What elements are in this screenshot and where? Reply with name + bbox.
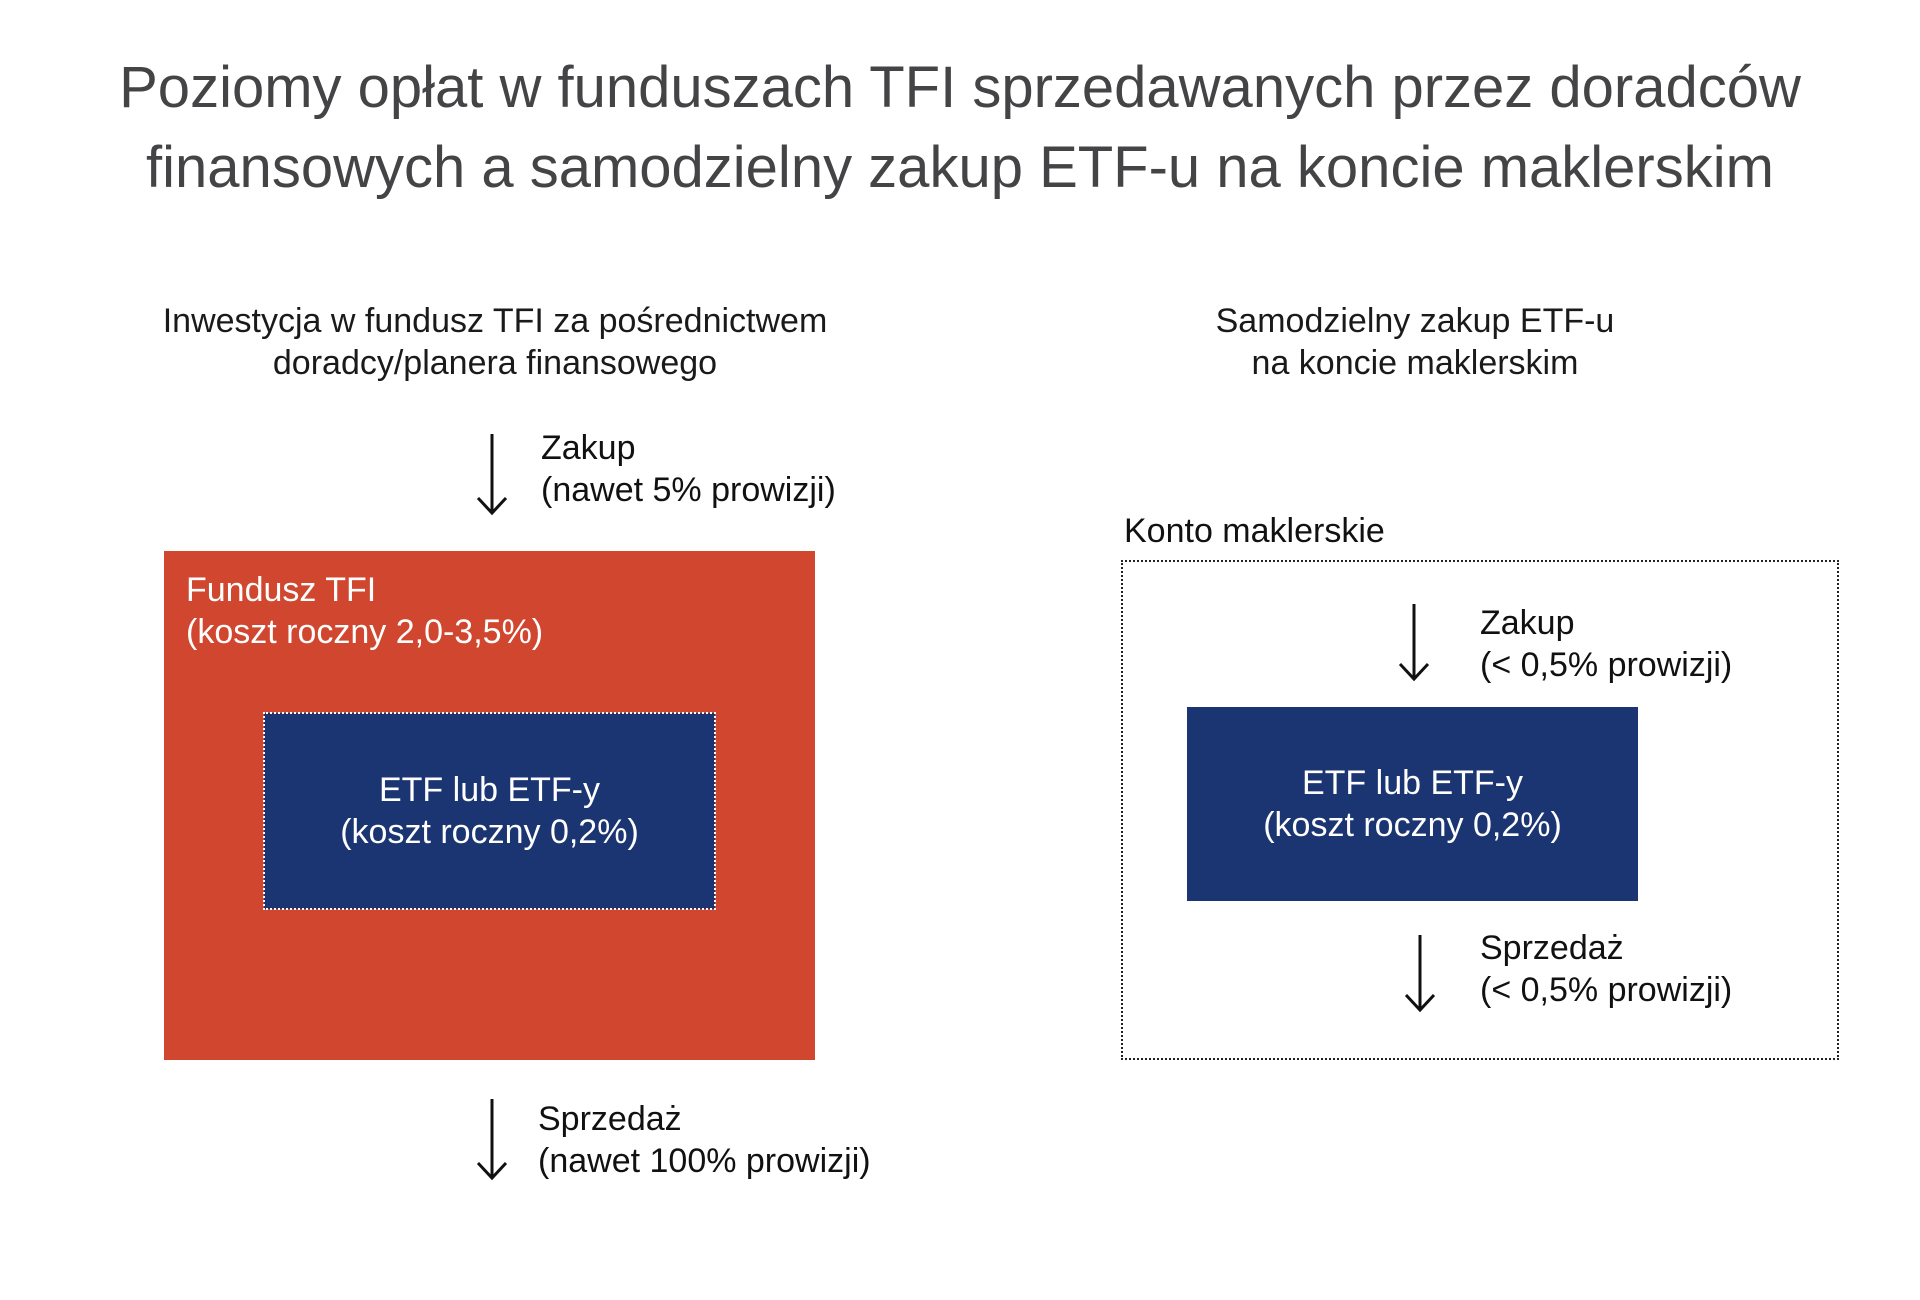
- left-buy-title: Zakup: [541, 429, 636, 467]
- left-buy-fee: (nawet 5% prowizji): [541, 471, 836, 509]
- left-column-heading: Inwestycja w fundusz TFI za pośrednictwe…: [100, 300, 890, 384]
- right-etf-title: ETF lub ETF-y: [1301, 764, 1524, 802]
- right-etf-cost: (koszt roczny 0,2%): [1263, 806, 1562, 844]
- right-buy-label: Zakup (< 0,5% prowizji): [1480, 602, 1732, 686]
- right-buy-fee: (< 0,5% prowizji): [1480, 646, 1733, 684]
- right-sell-title: Sprzedaż: [1480, 929, 1624, 967]
- left-heading-line-2: doradcy/planera finansowego: [272, 344, 718, 382]
- left-etf-title: ETF lub ETF-y: [378, 771, 601, 809]
- right-heading-line-2: na koncie maklerskim: [1251, 344, 1579, 382]
- page-title-line-1: Poziomy opłat w funduszach TFI sprzedawa…: [119, 55, 1801, 120]
- right-sell-arrow-down-icon: [1400, 933, 1440, 1013]
- left-sell-fee: (nawet 100% prowizji): [538, 1142, 871, 1180]
- left-sell-label: Sprzedaż (nawet 100% prowizji): [538, 1098, 871, 1182]
- brokerage-account-label: Konto maklerskie: [1124, 512, 1385, 550]
- left-sell-arrow-down-icon: [472, 1097, 512, 1181]
- page-title-line-2: finansowych a samodzielny zakup ETF-u na…: [146, 135, 1774, 200]
- right-buy-title: Zakup: [1480, 604, 1575, 642]
- tfi-fund-label: Fundusz TFI (koszt roczny 2,0-3,5%): [186, 569, 543, 653]
- right-heading-line-1: Samodzielny zakup ETF-u: [1215, 302, 1615, 340]
- left-etf-cost: (koszt roczny 0,2%): [340, 813, 639, 851]
- brokerage-account-box: [1121, 560, 1839, 1060]
- left-sell-title: Sprzedaż: [538, 1100, 682, 1138]
- left-etf-box: ETF lub ETF-y (koszt roczny 0,2%): [263, 712, 716, 910]
- right-sell-label: Sprzedaż (< 0,5% prowizji): [1480, 927, 1732, 1011]
- left-buy-label: Zakup (nawet 5% prowizji): [541, 427, 836, 511]
- right-column-heading: Samodzielny zakup ETF-u na koncie makler…: [1085, 300, 1745, 384]
- right-etf-box: ETF lub ETF-y (koszt roczny 0,2%): [1187, 707, 1638, 901]
- right-buy-arrow-down-icon: [1394, 602, 1434, 682]
- right-sell-fee: (< 0,5% prowizji): [1480, 971, 1733, 1009]
- tfi-fund-cost: (koszt roczny 2,0-3,5%): [186, 613, 544, 651]
- page-title: Poziomy opłat w funduszach TFI sprzedawa…: [0, 48, 1920, 208]
- left-buy-arrow-down-icon: [472, 432, 512, 516]
- left-heading-line-1: Inwestycja w fundusz TFI za pośrednictwe…: [162, 302, 828, 340]
- tfi-fund-title: Fundusz TFI: [186, 571, 377, 609]
